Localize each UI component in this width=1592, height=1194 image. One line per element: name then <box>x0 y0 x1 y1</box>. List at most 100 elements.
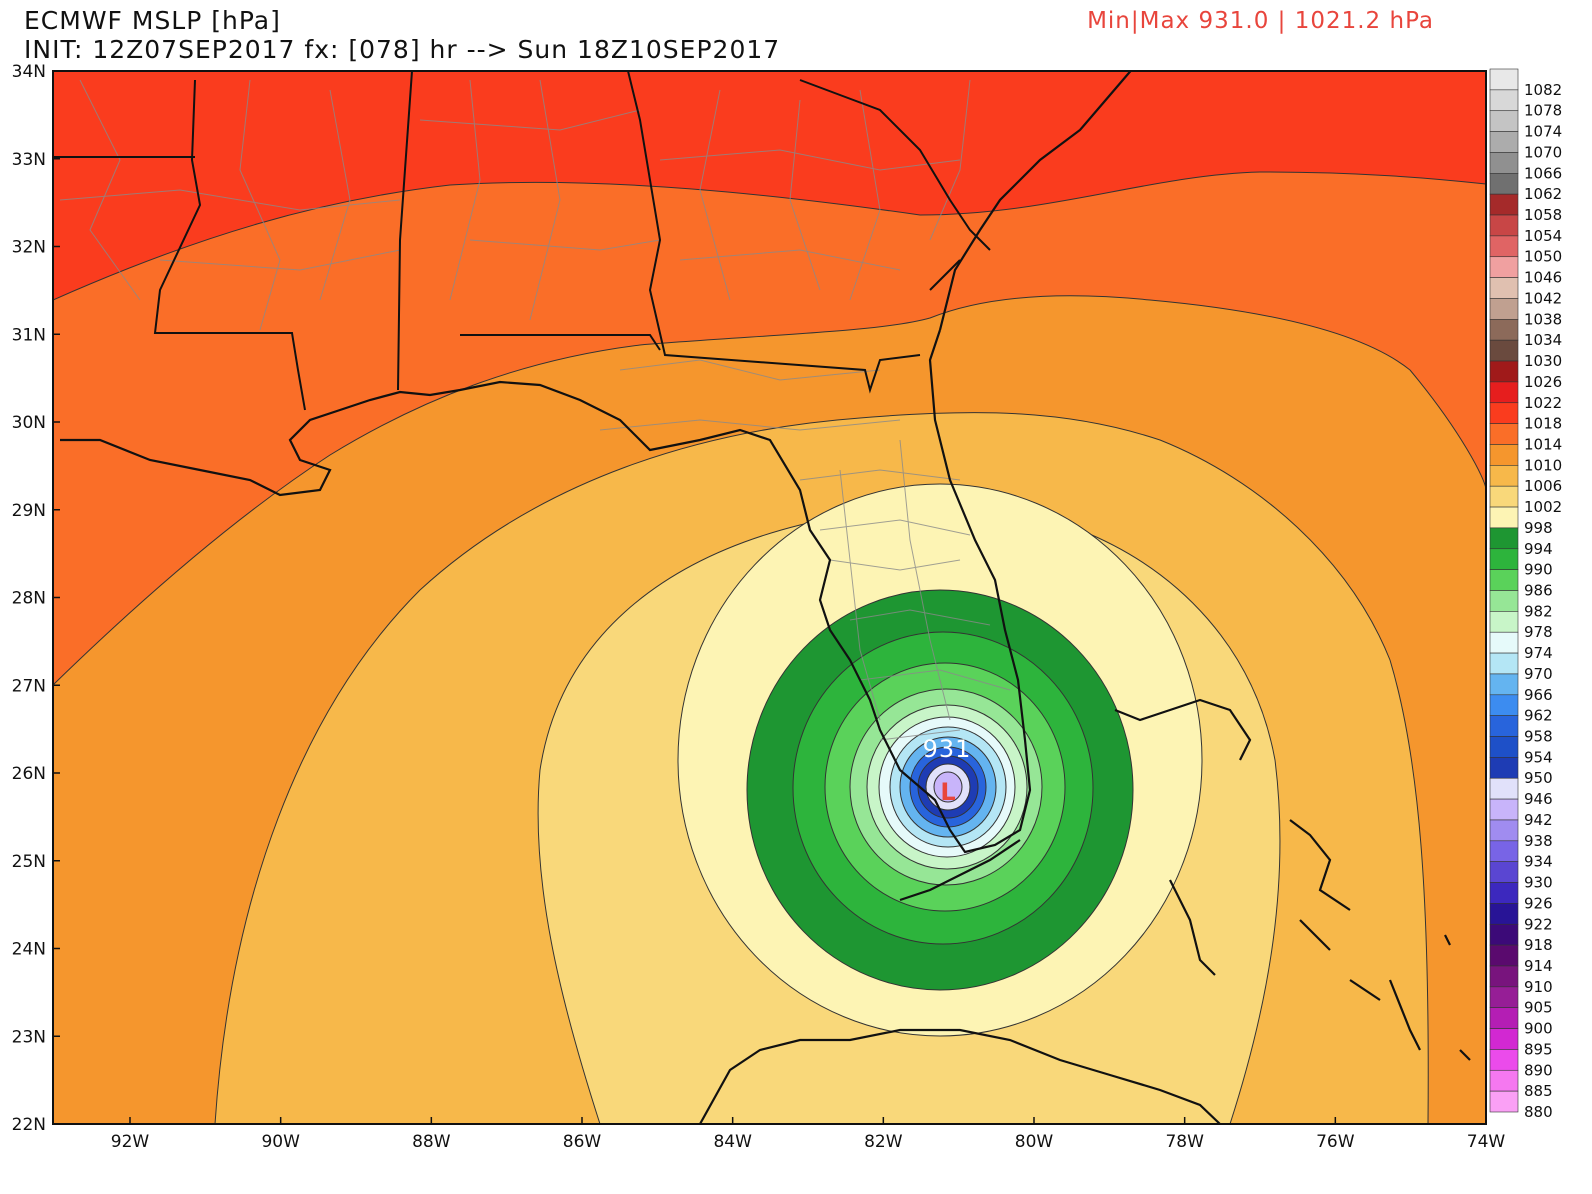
colorbar-label-1022: 1022 <box>1524 394 1562 412</box>
colorbar-label-910: 910 <box>1524 978 1553 996</box>
colorbar-label-1018: 1018 <box>1524 415 1562 433</box>
field-938 <box>933 771 963 803</box>
colorbar-label-1066: 1066 <box>1524 164 1562 182</box>
colorbar-swatch-974 <box>1489 631 1519 654</box>
colorbar-label-918: 918 <box>1524 936 1553 954</box>
latitude-labels: 34N 33N 32N 31N 30N 29N 28N 27N 26N 25N 24N 23N 22N <box>12 62 60 1135</box>
colorbar-label-970: 970 <box>1524 665 1553 683</box>
longitude-labels: 92W 90W 88W 86W 84W 82W 80W 78W 76W 74W <box>111 1117 1506 1152</box>
colorbar-label-934: 934 <box>1524 853 1553 871</box>
colorbar-swatch-998 <box>1489 506 1519 529</box>
lon-label-82W: 82W <box>864 1132 903 1152</box>
colorbar-swatch-1034 <box>1489 319 1519 341</box>
pressure-field <box>53 71 1486 1124</box>
colorbar-label-1026: 1026 <box>1524 373 1562 391</box>
lat-label-22N: 22N <box>12 1115 46 1135</box>
lat-label-26N: 26N <box>12 764 46 784</box>
colorbar-label-958: 958 <box>1524 728 1553 746</box>
colorbar-swatch-1082 <box>1489 68 1519 91</box>
colorbar-swatch-1070 <box>1489 131 1519 153</box>
colorbar-label-986: 986 <box>1524 582 1553 600</box>
colorbar-label-1058: 1058 <box>1524 206 1562 224</box>
colorbar-label-885: 885 <box>1524 1082 1553 1100</box>
colorbar-swatch-1026 <box>1489 360 1519 383</box>
colorbar-label-946: 946 <box>1524 790 1553 808</box>
colorbar-swatch-900 <box>1489 1007 1519 1029</box>
colorbar-label-998: 998 <box>1524 519 1553 537</box>
lon-label-76W: 76W <box>1316 1132 1355 1152</box>
colorbar-swatch-1038 <box>1489 298 1519 320</box>
colorbar-swatch-918 <box>1489 923 1519 946</box>
colorbar-label-922: 922 <box>1524 915 1553 933</box>
colorbar-label-1050: 1050 <box>1524 248 1562 266</box>
colorbar-swatch-905 <box>1489 986 1519 1009</box>
colorbar-swatch-946 <box>1489 777 1519 800</box>
colorbar-swatch-1022 <box>1489 381 1519 404</box>
land-boundaries <box>53 71 1471 1124</box>
colorbar-swatch-990 <box>1489 548 1519 570</box>
lon-label-74W: 74W <box>1467 1132 1506 1152</box>
colorbar-label-1002: 1002 <box>1524 498 1562 516</box>
colorbar-label-1010: 1010 <box>1524 456 1562 474</box>
colorbar-label-880: 880 <box>1524 1103 1553 1121</box>
colorbar-swatch-1002 <box>1489 485 1519 508</box>
colorbar-swatch-994 <box>1489 527 1519 550</box>
colorbar-swatch-970 <box>1489 652 1519 675</box>
lat-label-28N: 28N <box>12 589 46 609</box>
colorbar-swatch-950 <box>1489 757 1519 779</box>
lat-label-33N: 33N <box>12 150 46 170</box>
colorbar-swatch-958 <box>1489 715 1519 737</box>
colorbar-label-966: 966 <box>1524 686 1553 704</box>
lat-label-24N: 24N <box>12 940 46 960</box>
center-pressure-label: 931 <box>923 735 972 763</box>
colorbar-swatch-914 <box>1489 944 1519 967</box>
colorbar-swatch-1014 <box>1489 423 1519 445</box>
colorbar-swatch-926 <box>1489 882 1519 904</box>
colorbar-label-990: 990 <box>1524 561 1553 579</box>
lon-label-80W: 80W <box>1015 1132 1054 1152</box>
colorbar-swatch-1062 <box>1489 173 1519 195</box>
colorbar-swatch-1010 <box>1489 444 1519 466</box>
colorbar-label-1014: 1014 <box>1524 435 1562 453</box>
colorbar-label-974: 974 <box>1524 644 1553 662</box>
colorbar-swatch-1078 <box>1489 89 1519 112</box>
colorbar-swatch-1054 <box>1489 214 1519 237</box>
colorbar-swatch-986 <box>1489 569 1519 591</box>
colorbar-swatch-962 <box>1489 694 1519 716</box>
colorbar-label-900: 900 <box>1524 1020 1553 1038</box>
colorbar-swatch-890 <box>1489 1049 1519 1071</box>
colorbar-swatch-934 <box>1489 840 1519 862</box>
lat-label-23N: 23N <box>12 1027 46 1047</box>
colorbar-label-994: 994 <box>1524 540 1553 558</box>
colorbar-swatch-978 <box>1489 611 1519 633</box>
colorbar-label-914: 914 <box>1524 957 1553 975</box>
colorbar-label-1074: 1074 <box>1524 123 1562 141</box>
colorbar-label-942: 942 <box>1524 811 1553 829</box>
colorbar-swatch-880 <box>1489 1090 1519 1113</box>
colorbar-swatch-982 <box>1489 590 1519 612</box>
colorbar-label-890: 890 <box>1524 1061 1553 1079</box>
colorbar-label-895: 895 <box>1524 1040 1553 1058</box>
colorbar-label-1070: 1070 <box>1524 143 1562 161</box>
lat-label-27N: 27N <box>12 676 46 696</box>
colorbar-label-1030: 1030 <box>1524 352 1562 370</box>
colorbar-label-1038: 1038 <box>1524 310 1562 328</box>
colorbar-swatch-1030 <box>1489 339 1519 362</box>
colorbar-swatch-885 <box>1489 1069 1519 1092</box>
lat-label-25N: 25N <box>12 852 46 872</box>
colorbar-swatch-895 <box>1489 1028 1519 1050</box>
colorbar-swatch-1066 <box>1489 152 1519 174</box>
colorbar-swatch-966 <box>1489 673 1519 696</box>
colorbar-swatch-1058 <box>1489 193 1519 216</box>
min-max-readout: Min|Max 931.0 | 1021.2 hPa <box>1087 8 1434 34</box>
colorbar-label-978: 978 <box>1524 623 1553 641</box>
colorbar-swatch-1074 <box>1489 110 1519 132</box>
lon-label-92W: 92W <box>111 1132 150 1152</box>
lon-label-88W: 88W <box>412 1132 451 1152</box>
low-center-marker: L <box>940 778 955 806</box>
colorbar-label-1062: 1062 <box>1524 185 1562 203</box>
colorbar-label-938: 938 <box>1524 832 1553 850</box>
lon-label-86W: 86W <box>563 1132 602 1152</box>
colorbar-label-926: 926 <box>1524 894 1553 912</box>
